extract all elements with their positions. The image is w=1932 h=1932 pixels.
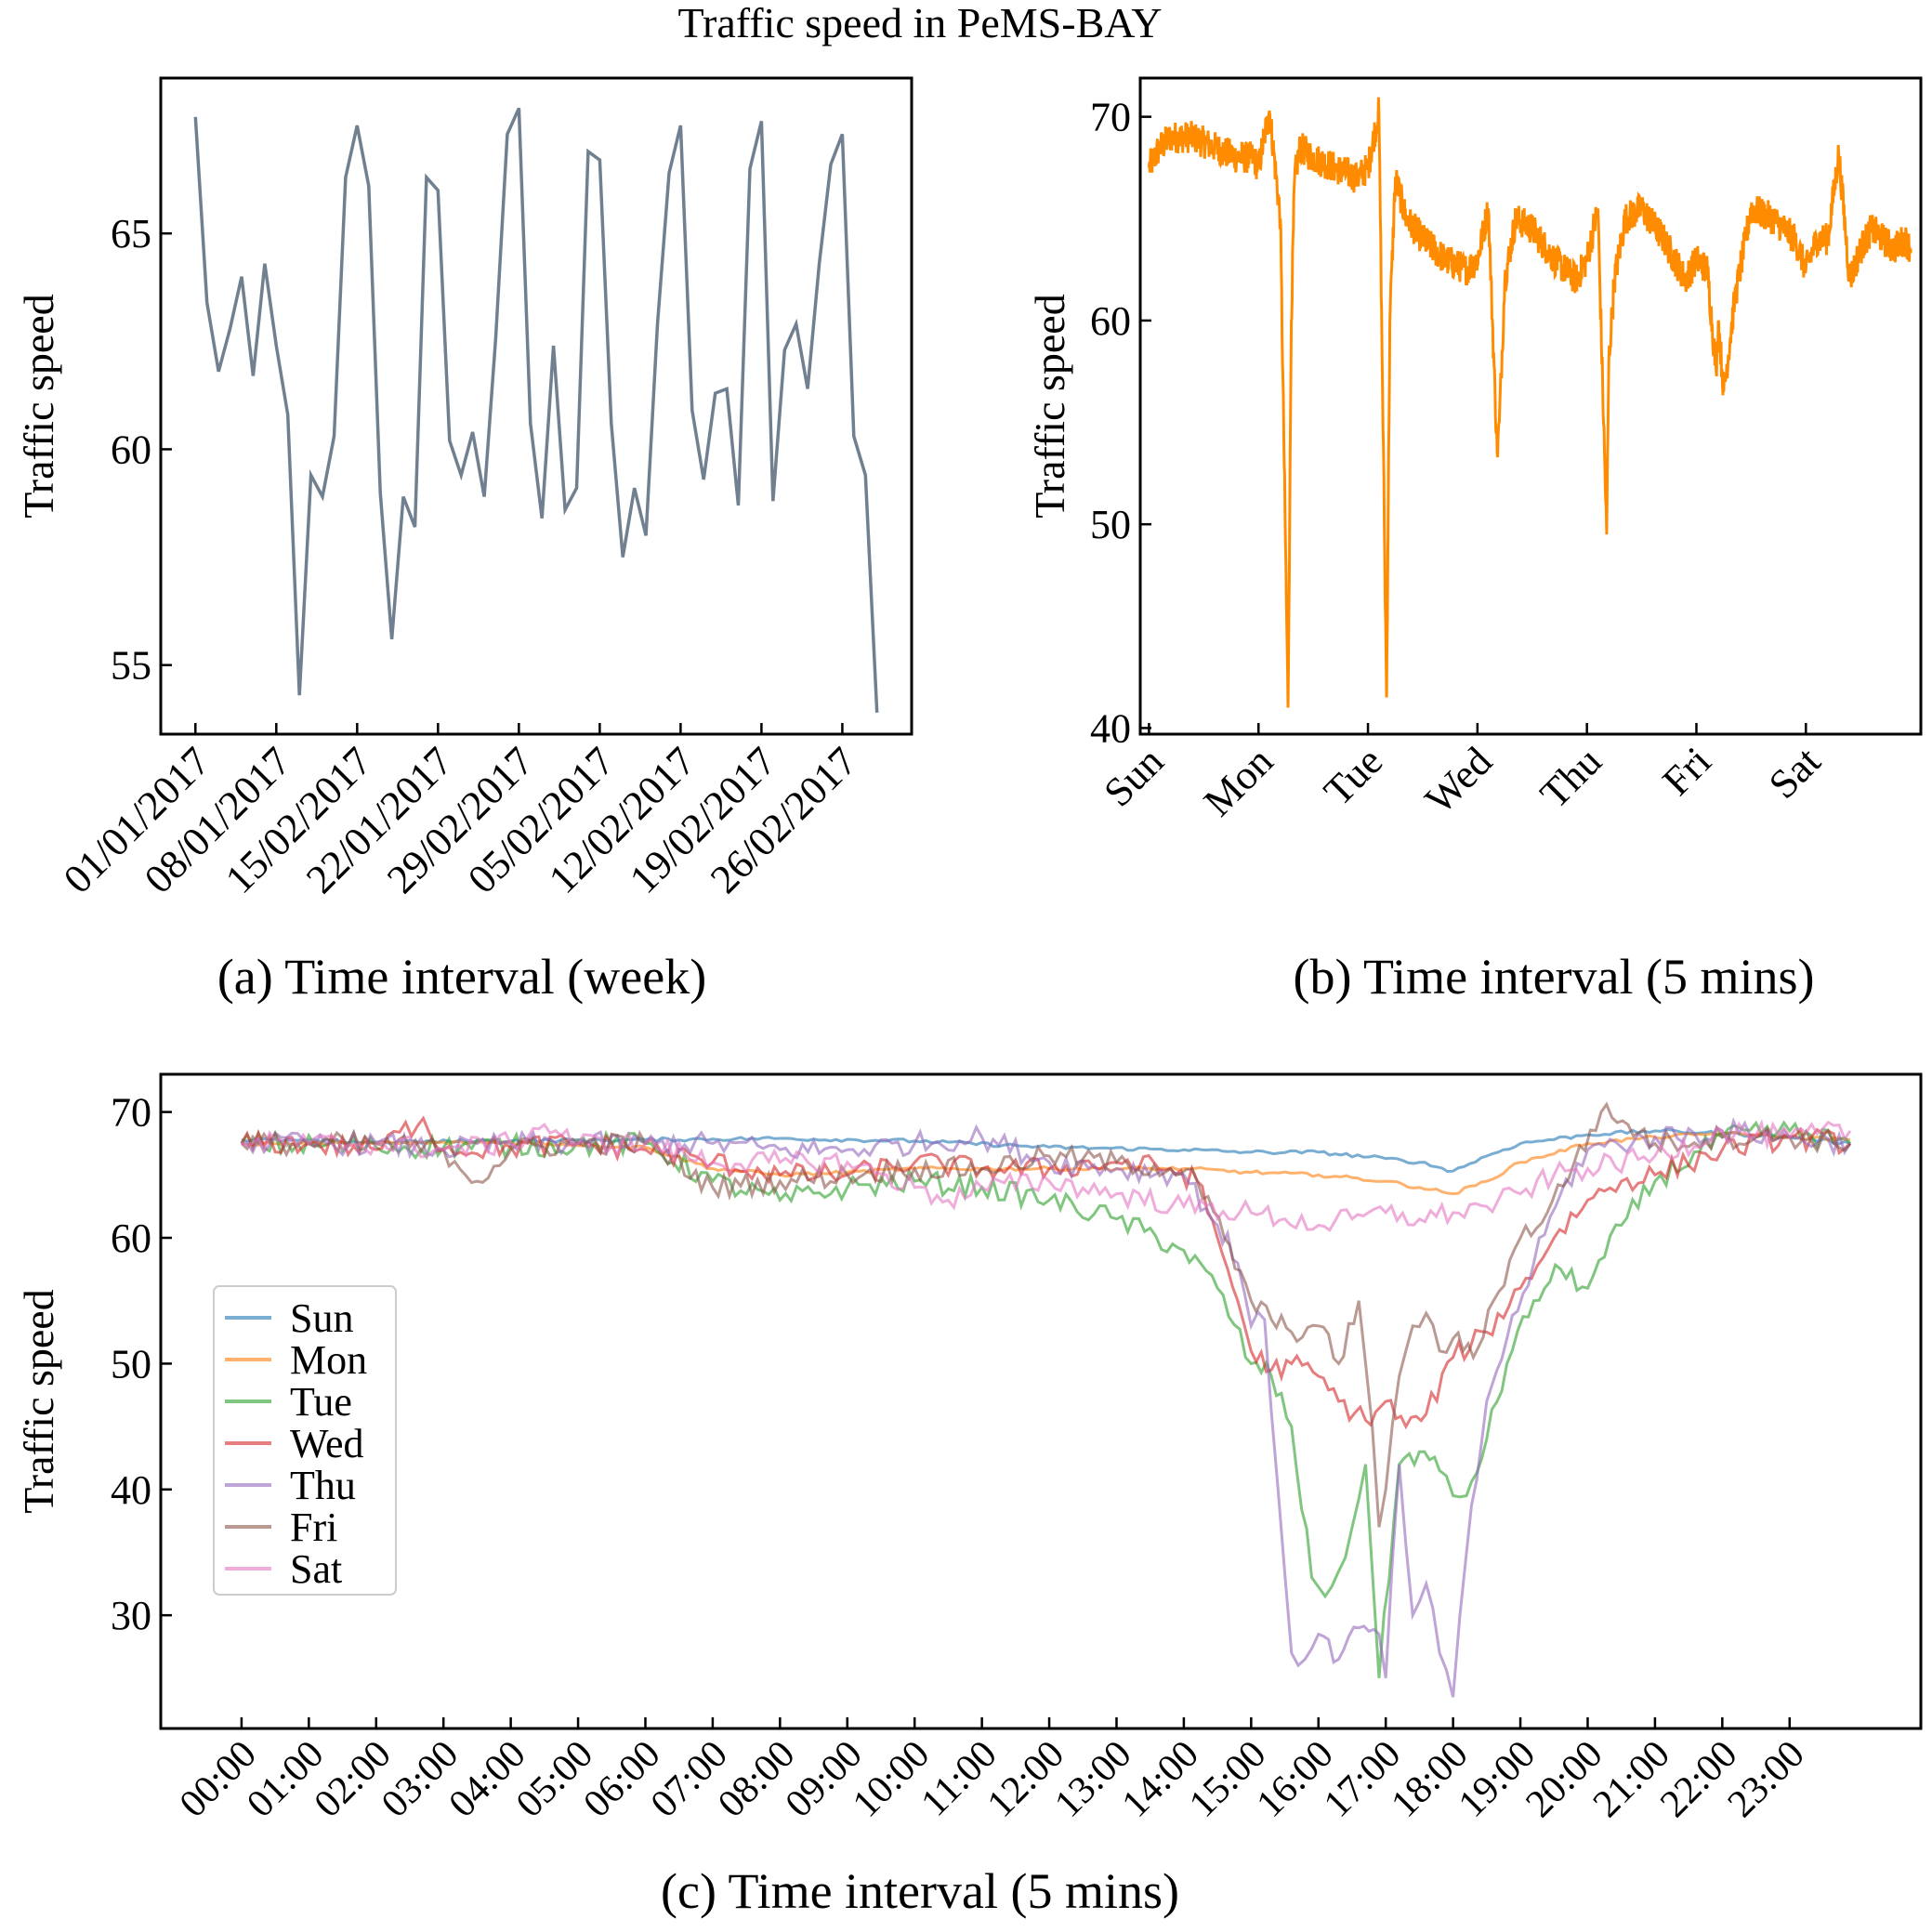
panel-c-xtick-label: 00:00	[172, 1733, 265, 1826]
panel-b-xtick-label: Wed	[1416, 738, 1501, 822]
panel-c-xtick-label: 04:00	[441, 1733, 534, 1826]
figure-title: Traffic speed in PeMS-BAY	[678, 0, 1163, 46]
panel-c-xlabel: (c) Time interval (5 mins)	[661, 1863, 1179, 1919]
panel-c-legend-label: Sat	[290, 1546, 342, 1592]
panel-a-ylabel: Traffic speed	[15, 294, 62, 518]
panel-c-legend-box	[213, 1285, 397, 1596]
panel-a: 55606501/01/201708/01/201715/02/201722/0…	[15, 76, 913, 1005]
panel-c-xtick-label: 13:00	[1046, 1733, 1139, 1826]
panel-a-frame	[159, 76, 913, 736]
panel-b-xtick-label: Sat	[1760, 738, 1829, 807]
panel-b-frame	[1138, 76, 1923, 736]
panel-b-ytick-label: 70	[1090, 95, 1131, 140]
panel-c-xtick-label: 14:00	[1114, 1733, 1207, 1826]
panel-c-frame	[159, 1072, 1923, 1730]
panel-c-xtick-label: 22:00	[1652, 1733, 1745, 1826]
panel-c-ytick-label: 50	[111, 1341, 151, 1387]
panel-c-series-sat	[241, 1119, 1852, 1232]
panel-b-ytick-label: 40	[1090, 705, 1131, 751]
panel-c-xtick-label: 07:00	[643, 1733, 736, 1826]
panel-c-xtick-label: 08:00	[710, 1733, 803, 1826]
panel-c-legend-label: Tue	[290, 1379, 352, 1425]
panel-c-xtick-label: 06:00	[575, 1733, 668, 1826]
panel-b-series-segment	[1804, 144, 1912, 288]
panel-c-ytick-label: 60	[111, 1216, 151, 1261]
panel-c-xtick-label: 17:00	[1316, 1733, 1409, 1826]
panel-c-xtick-label: 15:00	[1181, 1733, 1274, 1826]
panel-a-series-line	[193, 107, 879, 713]
panel-b-xtick-label: Fri	[1654, 738, 1720, 804]
panel-c-series-wed	[240, 1115, 1851, 1430]
panel-a-ytick-label: 55	[111, 643, 151, 689]
panel-c-xtick-label: 11:00	[913, 1733, 1005, 1825]
panel-b-ytick-label: 60	[1090, 298, 1131, 344]
panel-b-ytick-label: 50	[1090, 502, 1131, 547]
panel-c-xtick-label: 09:00	[778, 1733, 871, 1826]
panel-c-xtick-label: 03:00	[374, 1733, 467, 1826]
panel-c-xtick-label: 01:00	[239, 1733, 332, 1826]
panel-b-series-segment	[1366, 97, 1479, 698]
panel-c-legend-label: Wed	[290, 1421, 364, 1466]
panel-b-series-segment	[1147, 110, 1370, 708]
panel-c-xtick-label: 10:00	[845, 1733, 938, 1826]
panel-a-plot-area: 55606501/01/201708/01/201715/02/201722/0…	[55, 107, 879, 902]
panel-b-series-segment	[1585, 191, 1698, 535]
panel-b-series-segment	[1476, 202, 1589, 458]
panel-c-legend-label: Thu	[290, 1463, 356, 1508]
panel-c-legend-label: Sun	[290, 1295, 353, 1341]
panel-c-series-tue	[240, 1120, 1852, 1678]
panel-c-series-fri	[240, 1101, 1852, 1528]
panel-b-xlabel: (b) Time interval (5 mins)	[1294, 949, 1815, 1005]
panel-c-ytick-label: 30	[111, 1593, 151, 1638]
panel-b-xtick-label: Tue	[1315, 738, 1391, 814]
panel-a-ytick-label: 65	[111, 211, 151, 256]
panel-c-xtick-label: 05:00	[508, 1733, 601, 1826]
panel-b-xtick-label: Mon	[1195, 738, 1281, 824]
panel-c-xtick-label: 16:00	[1249, 1733, 1342, 1826]
panel-c-series-sun	[241, 1127, 1851, 1174]
panel-b-series-segment	[1695, 196, 1807, 396]
panel-c: 30 40 50 60 70 00:0001:0002:0003:0004:0005:00…	[15, 1072, 1923, 1919]
panel-c-xtick-label: 18:00	[1384, 1733, 1477, 1826]
panel-c-legend-label: Mon	[290, 1337, 367, 1383]
panel-c-ytick-label: 40	[111, 1467, 151, 1513]
panel-c-xtick-label: 02:00	[307, 1733, 400, 1826]
panel-c-xtick-label: 19:00	[1451, 1733, 1544, 1826]
panel-c-ytick-label: 70	[111, 1090, 151, 1136]
panel-a-xlabel: (a) Time interval (week)	[217, 949, 706, 1005]
panel-c-ylabel: Traffic speed	[15, 1289, 62, 1513]
panel-c-legend-label: Fri	[290, 1505, 337, 1550]
panel-c-xtick-label: 12:00	[979, 1733, 1072, 1826]
panel-b-xtick-label: Thu	[1531, 738, 1610, 817]
panel-c-xtick-label: 20:00	[1518, 1733, 1610, 1826]
panel-c-series-thu	[241, 1117, 1852, 1698]
panel-c-xtick-label: 23:00	[1720, 1733, 1813, 1826]
panel-c-xtick-label: 21:00	[1585, 1733, 1678, 1826]
panel-a-ytick-label: 60	[111, 427, 151, 472]
panel-b-ylabel: Traffic speed	[1026, 294, 1073, 518]
